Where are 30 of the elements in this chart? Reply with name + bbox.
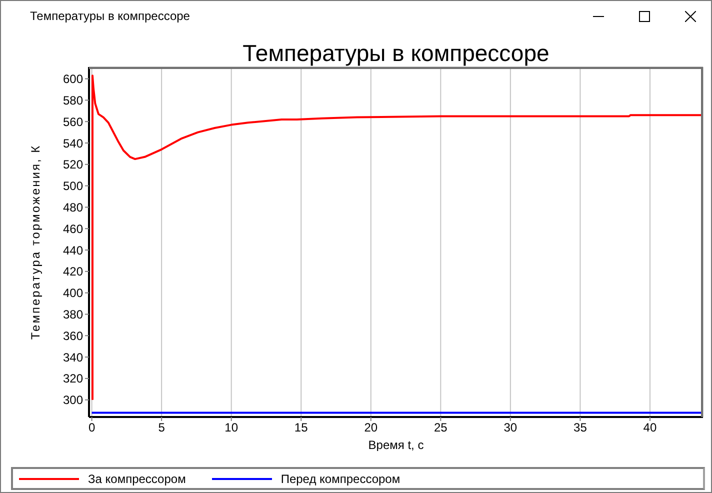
y-axis-title: Температура торможения, К (28, 144, 42, 340)
y-tick-label: 440 (62, 243, 84, 258)
y-tick-label: 420 (62, 264, 84, 279)
y-tick-label: 380 (62, 308, 84, 322)
y-tick-label: 580 (62, 93, 84, 108)
y-tick-label: 560 (62, 114, 84, 129)
y-tick-label: 340 (62, 350, 84, 364)
y-tick-label: 360 (62, 328, 84, 343)
x-tick-label: 5 (158, 420, 166, 435)
y-tick-label: 460 (62, 222, 84, 236)
y-tick-label: 480 (62, 200, 84, 214)
chart-title: Температуры в компрессоре (242, 40, 550, 67)
legend-label: За компрессором (88, 472, 186, 486)
x-tick-label: 15 (294, 420, 308, 435)
x-tick-label: 20 (364, 420, 378, 435)
x-tick-label: 40 (643, 420, 657, 435)
y-tick-label: 600 (62, 72, 84, 86)
x-tick-label: 25 (434, 420, 448, 435)
y-tick-label: 500 (62, 179, 84, 194)
x-tick-label: 10 (224, 420, 238, 435)
text: Температуры в компрессоре (30, 9, 190, 23)
y-tick-label: 400 (62, 286, 84, 300)
y-tick-label: 320 (62, 372, 84, 386)
y-tick-label: 300 (62, 393, 84, 408)
x-tick-label: 35 (574, 420, 588, 435)
x-tick-label: 30 (504, 420, 518, 435)
legend-label: Перед компрессором (280, 472, 400, 486)
y-tick-label: 540 (62, 136, 84, 150)
x-tick-label: 0 (88, 420, 96, 435)
y-tick-label: 520 (62, 158, 84, 172)
